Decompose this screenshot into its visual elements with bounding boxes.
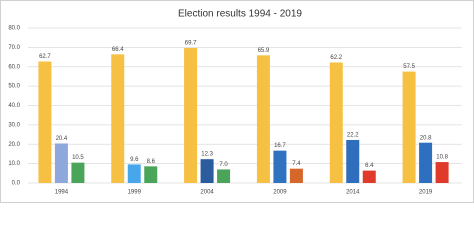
bar (127, 164, 141, 183)
bar (200, 159, 214, 183)
bar (38, 61, 52, 183)
value-label: 6.4 (365, 163, 374, 169)
value-label: 62.7 (39, 54, 51, 60)
x-tick-label: 2004 (200, 190, 214, 196)
x-tick-label: 2019 (419, 190, 433, 196)
x-tick-label: 2014 (346, 190, 360, 196)
x-tick-label: 1994 (55, 190, 69, 196)
y-tick-label: 40.0 (8, 103, 20, 109)
y-tick-label: 50.0 (8, 84, 20, 90)
bar (54, 143, 68, 183)
bar (144, 166, 158, 183)
value-label: 12.3 (201, 152, 213, 158)
value-label: 8.6 (147, 159, 156, 165)
bar (329, 62, 343, 183)
value-label: 20.8 (420, 135, 432, 141)
y-tick-label: 60.0 (8, 64, 20, 70)
bar (362, 170, 376, 183)
y-tick-label: 70.0 (8, 45, 20, 51)
chart-title: Election results 1994 - 2019 (178, 9, 302, 20)
value-label: 7.0 (219, 162, 228, 168)
bar (435, 162, 449, 183)
chart: Election results 1994 - 2019 0.0 10.0 20.0… (0, 0, 474, 203)
value-label: 10.8 (436, 155, 448, 161)
bar (184, 47, 198, 183)
bar (289, 168, 303, 183)
bar (217, 169, 231, 183)
value-label: 20.4 (56, 136, 68, 142)
value-label: 65.9 (258, 48, 270, 54)
bar (402, 71, 416, 183)
y-tick-label: 20.0 (8, 142, 20, 148)
y-tick-label: 80.0 (8, 26, 20, 32)
value-label: 10.5 (72, 155, 84, 161)
value-label: 22.2 (347, 133, 359, 139)
value-label: 62.2 (330, 55, 342, 61)
value-label: 9.6 (130, 157, 139, 163)
bar (256, 55, 270, 183)
value-label: 57.5 (403, 64, 415, 70)
bar (111, 54, 125, 183)
x-tick-label: 1999 (128, 190, 142, 196)
bar (71, 162, 85, 183)
bar (273, 150, 287, 183)
value-label: 66.4 (112, 47, 124, 53)
value-label: 16.7 (274, 143, 286, 149)
x-tick-label: 2009 (273, 190, 287, 196)
bar (419, 142, 433, 183)
value-label: 7.4 (292, 161, 301, 167)
value-label: 69.7 (185, 41, 197, 47)
y-tick-label: 10.0 (8, 161, 20, 167)
y-tick-label: 30.0 (8, 122, 20, 128)
bar (346, 139, 360, 183)
y-tick-label: 0.0 (12, 181, 21, 187)
